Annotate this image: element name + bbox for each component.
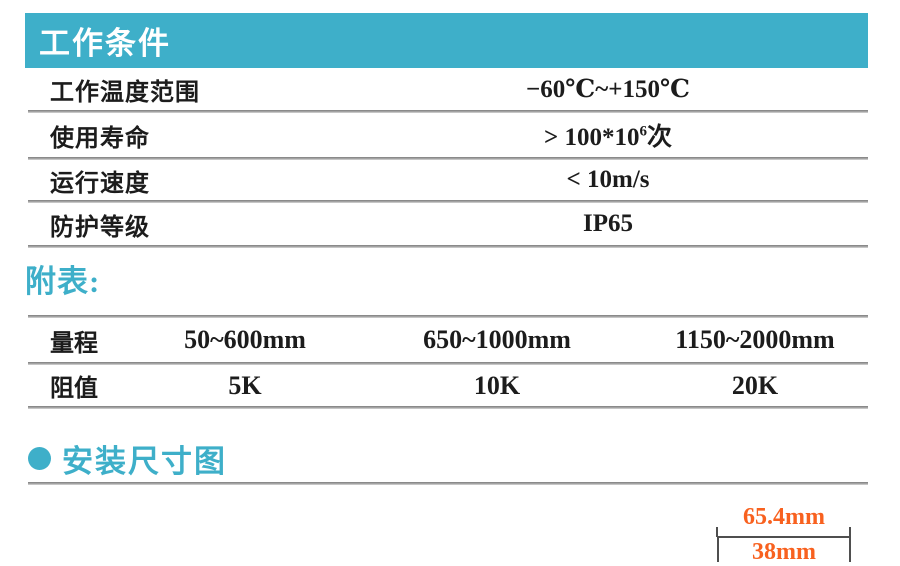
divider bbox=[28, 245, 868, 248]
row-label: 运行速度 bbox=[50, 170, 150, 197]
row-label: 阻值 bbox=[50, 376, 98, 402]
installation-heading: 安装尺寸图 bbox=[28, 436, 227, 481]
table-cell: 10K bbox=[473, 370, 521, 400]
table-row: 使用寿命 > 100*106次 bbox=[28, 113, 868, 157]
table-cell: 1150~2000mm bbox=[675, 325, 835, 354]
dimension-width-label: 65.4mm bbox=[743, 504, 825, 530]
table-cell: 20K bbox=[731, 370, 779, 400]
section-title: 工作条件 bbox=[39, 26, 171, 61]
row-label: 量程 bbox=[50, 330, 98, 357]
row-label: 工作温度范围 bbox=[50, 79, 200, 106]
value-unit: 次 bbox=[646, 124, 672, 151]
row-value: > 100*106次 bbox=[328, 117, 888, 153]
divider bbox=[28, 362, 868, 365]
table-row: 运行速度 < 10m/s bbox=[28, 160, 868, 200]
value-base: > 100*10 bbox=[543, 124, 640, 151]
row-label: 防护等级 bbox=[50, 214, 150, 241]
row-value: −60℃~+150℃ bbox=[526, 76, 690, 103]
dimension-drawing-outline bbox=[717, 536, 851, 562]
table-cell: 5K bbox=[228, 370, 262, 400]
divider bbox=[28, 157, 868, 160]
table-row: 工作温度范围 −60℃~+150℃ bbox=[28, 68, 868, 110]
table-row: 防护等级 IP65 bbox=[28, 203, 868, 245]
table-row: 量程 50~600mm 650~1000mm 1150~2000mm bbox=[28, 318, 868, 362]
row-label: 使用寿命 bbox=[50, 125, 150, 152]
row-value: < 10m/s bbox=[566, 166, 650, 193]
divider bbox=[28, 482, 868, 485]
appendix-heading: 附表: bbox=[25, 264, 101, 299]
appendix-table: 量程 50~600mm 650~1000mm 1150~2000mm 阻值 5K… bbox=[28, 315, 868, 409]
row-value: IP65 bbox=[583, 210, 633, 237]
divider bbox=[28, 406, 868, 409]
divider bbox=[28, 200, 868, 203]
bullet-icon bbox=[28, 447, 51, 470]
working-conditions-header: 工作条件 bbox=[25, 13, 868, 68]
installation-heading-label: 安装尺寸图 bbox=[62, 444, 227, 479]
value-superscript: 6 bbox=[639, 123, 647, 140]
table-cell: 650~1000mm bbox=[423, 325, 571, 354]
divider bbox=[28, 110, 868, 113]
dimension-inner-label: 38mm bbox=[752, 539, 816, 565]
table-row: 阻值 5K 10K 20K bbox=[28, 365, 868, 406]
working-conditions-table: 工作温度范围 −60℃~+150℃ 使用寿命 > 100*106次 运行速度 <… bbox=[28, 68, 868, 248]
dimension-tick-left bbox=[716, 527, 718, 537]
table-cell: 50~600mm bbox=[184, 325, 306, 354]
divider bbox=[28, 315, 868, 318]
dimension-tick-right bbox=[849, 527, 851, 537]
